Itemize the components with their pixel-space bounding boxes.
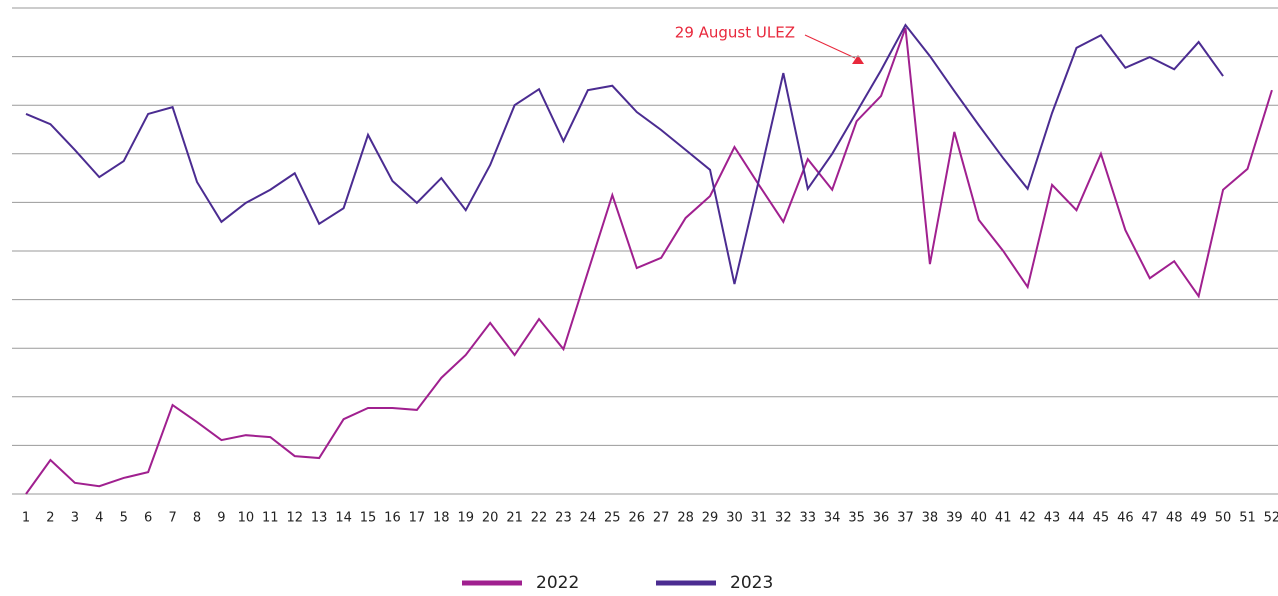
x-tick-label: 17 [409, 511, 426, 526]
x-tick-label: 2 [46, 511, 54, 526]
x-tick-label: 47 [1142, 511, 1159, 526]
annotation-arrow [804, 34, 856, 59]
x-tick-label: 20 [482, 511, 499, 526]
legend-label: 2023 [730, 573, 773, 593]
x-tick-label: 27 [653, 511, 670, 526]
x-tick-label: 42 [1019, 511, 1036, 526]
x-tick-label: 22 [531, 511, 548, 526]
x-tick-label: 34 [824, 511, 841, 526]
x-tick-label: 14 [335, 511, 352, 526]
annotation-arrowhead [852, 55, 864, 64]
x-tick-label: 45 [1093, 511, 1110, 526]
x-tick-label: 38 [922, 511, 939, 526]
x-tick-label: 11 [262, 511, 279, 526]
x-tick-label: 50 [1215, 511, 1232, 526]
x-tick-label: 30 [726, 511, 743, 526]
x-tick-label: 5 [120, 511, 128, 526]
x-tick-label: 36 [873, 511, 890, 526]
x-tick-label: 10 [238, 511, 255, 526]
x-tick-label: 3 [71, 511, 79, 526]
x-tick-label: 52 [1264, 511, 1278, 526]
annotation: 29 August ULEZ [675, 24, 795, 42]
x-tick-label: 21 [506, 511, 523, 526]
x-tick-label: 8 [193, 511, 201, 526]
x-tick-label: 24 [580, 511, 597, 526]
x-tick-label: 29 [702, 511, 719, 526]
legend-label: 2022 [536, 573, 579, 593]
x-tick-label: 32 [775, 511, 792, 526]
x-tick-label: 25 [604, 511, 621, 526]
x-tick-label: 7 [168, 511, 176, 526]
series-line [25, 23, 1224, 285]
series-line [25, 27, 1273, 495]
x-tick-label: 15 [360, 511, 377, 526]
x-tick-label: 23 [555, 511, 572, 526]
x-tick-label: 13 [311, 511, 328, 526]
x-tick-label: 19 [457, 511, 474, 526]
x-tick-label: 18 [433, 511, 450, 526]
x-tick-label: 9 [217, 511, 225, 526]
x-tick-label: 16 [384, 511, 401, 526]
x-tick-label: 1 [22, 511, 30, 526]
x-tick-label: 40 [970, 511, 987, 526]
x-tick-label: 46 [1117, 511, 1134, 526]
x-tick-label: 6 [144, 511, 152, 526]
x-tick-label: 26 [628, 511, 645, 526]
x-tick-label: 12 [286, 511, 303, 526]
x-tick-label: 48 [1166, 511, 1183, 526]
x-tick-label: 41 [995, 511, 1012, 526]
x-tick-label: 44 [1068, 511, 1085, 526]
x-tick-label: 31 [751, 511, 768, 526]
x-tick-label: 4 [95, 511, 103, 526]
x-tick-label: 43 [1044, 511, 1061, 526]
x-tick-label: 51 [1239, 511, 1256, 526]
x-tick-label: 35 [848, 511, 865, 526]
x-tick-label: 28 [677, 511, 694, 526]
x-tick-label: 37 [897, 511, 914, 526]
x-tick-label: 33 [799, 511, 816, 526]
x-tick-label: 49 [1190, 511, 1207, 526]
x-tick-label: 39 [946, 511, 963, 526]
